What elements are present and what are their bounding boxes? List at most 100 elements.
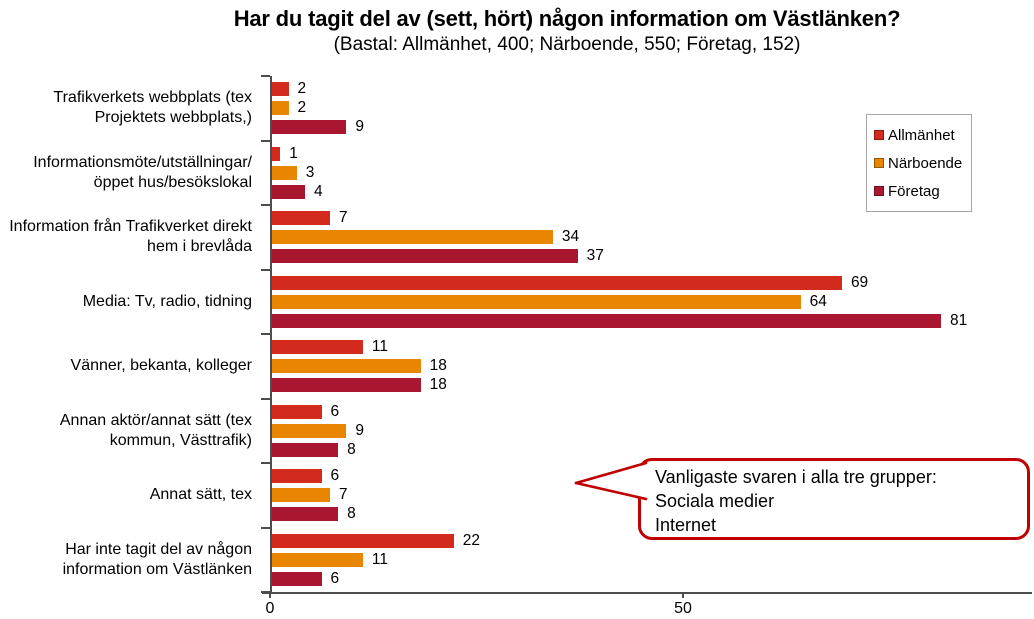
bar <box>272 275 842 290</box>
callout-line: Sociala medier <box>655 490 775 511</box>
chart-subtitle: (Bastal: Allmänhet, 400; Närboende, 550;… <box>333 34 801 55</box>
bar <box>272 488 330 503</box>
bar-line: 11 <box>272 338 1034 356</box>
value-label: 4 <box>314 182 323 200</box>
bar-line: 18 <box>272 376 1034 393</box>
legend-label: Företag <box>888 182 940 200</box>
legend-swatch-icon <box>874 158 884 168</box>
value-label: 3 <box>305 163 315 181</box>
bar <box>272 571 322 586</box>
value-label: 64 <box>809 292 827 310</box>
category-label: Informationsmöte/utställningar/ öppet hu… <box>33 153 252 191</box>
value-label: 7 <box>338 486 348 504</box>
bar <box>272 82 289 97</box>
legend-item: Närboende <box>874 149 964 177</box>
bar <box>272 249 578 264</box>
legend: Allmänhet Närboende Företag <box>866 114 972 212</box>
bar-group: 69 64 81 <box>262 273 1034 329</box>
value-label: 2 <box>297 99 307 117</box>
bar <box>272 184 306 199</box>
bar <box>272 165 297 180</box>
x-tick-label: 50 <box>674 600 692 617</box>
plot-area: Trafikverkets webbplats (tex Projektets … <box>0 76 1034 592</box>
callout-pointer-icon <box>574 461 648 501</box>
bar-line: 22 <box>272 531 1034 549</box>
bar <box>272 423 347 438</box>
value-label: 69 <box>850 273 869 291</box>
category-label: Annat sätt, tex <box>149 486 252 504</box>
category-label: Vänner, bekanta, kolleger <box>70 357 252 375</box>
x-axis-line <box>262 592 1032 594</box>
value-label: 18 <box>429 357 447 375</box>
bar <box>272 359 421 374</box>
bar <box>272 120 347 135</box>
bar <box>272 230 553 245</box>
bar-line: 9 <box>272 118 1034 136</box>
chart-title: Har du tagit del av (sett, hört) någon i… <box>233 6 901 31</box>
bar <box>272 101 289 116</box>
bar-line: 4 <box>272 182 1034 200</box>
legend-swatch-icon <box>874 130 884 140</box>
bar-line: 3 <box>272 163 1034 181</box>
bar-line: 1 <box>272 144 1034 162</box>
y-axis-tick <box>261 462 270 464</box>
category-label: Har inte tagit del av någon information … <box>62 540 252 578</box>
bar-line: 18 <box>272 357 1034 375</box>
bar <box>272 340 363 355</box>
value-label: 11 <box>371 338 388 356</box>
category-row: Information från Trafikverket direkt hem… <box>0 205 1034 270</box>
value-label: 7 <box>338 209 348 227</box>
legend-label: Närboende <box>888 154 963 172</box>
x-axis-tick <box>682 592 684 598</box>
legend-item: Företag <box>874 177 964 205</box>
value-label: 6 <box>330 569 340 587</box>
x-tick-label: 0 <box>265 600 275 617</box>
value-label: 9 <box>355 118 364 136</box>
bar-line: 9 <box>272 421 1034 439</box>
y-axis-tick <box>261 397 270 400</box>
y-axis-tick <box>261 268 270 271</box>
bar <box>272 313 942 328</box>
bar <box>272 211 330 226</box>
bar-line: 11 <box>272 550 1034 568</box>
category-row: Trafikverkets webbplats (tex Projektets … <box>0 76 1034 141</box>
bar-line: 6 <box>272 403 1034 420</box>
bar-line: 69 <box>272 273 1034 291</box>
y-axis-tick <box>261 333 270 335</box>
bar <box>272 378 421 393</box>
category-row: Annan aktör/annat sätt (tex kommun, Väst… <box>0 399 1034 464</box>
value-label: 2 <box>297 80 307 98</box>
category-row: Informationsmöte/utställningar/ öppet hu… <box>0 141 1034 206</box>
y-axis-line <box>270 76 272 593</box>
category-row: Vänner, bekanta, kolleger 11 18 18 <box>0 334 1034 399</box>
category-row: Annat sätt, tex 6 7 8 <box>0 463 1034 528</box>
y-axis-tick <box>261 139 270 142</box>
value-label: 9 <box>355 421 364 439</box>
bar-line: 2 <box>272 99 1034 117</box>
bar <box>272 469 322 484</box>
bar-line: 6 <box>272 569 1034 587</box>
bar <box>272 404 322 419</box>
x-axis-tick <box>269 592 271 598</box>
value-label: 8 <box>347 505 356 523</box>
bar <box>272 442 339 457</box>
bar-line: 6 <box>272 467 1034 485</box>
bar <box>272 146 281 161</box>
bar <box>272 294 801 309</box>
y-axis-tick <box>261 526 270 529</box>
value-label: 11 <box>371 550 388 568</box>
value-label: 6 <box>330 467 340 485</box>
value-label: 22 <box>462 531 480 549</box>
bar-line: 7 <box>272 486 1034 504</box>
value-label: 1 <box>289 144 298 162</box>
value-label: 37 <box>586 247 604 265</box>
legend-label: Allmänhet <box>888 126 955 144</box>
category-label: Trafikverkets webbplats (tex Projektets … <box>53 89 252 127</box>
bar-line: 81 <box>272 312 1034 329</box>
legend-item: Allmänhet <box>874 121 964 149</box>
bar-line: 64 <box>272 292 1034 310</box>
